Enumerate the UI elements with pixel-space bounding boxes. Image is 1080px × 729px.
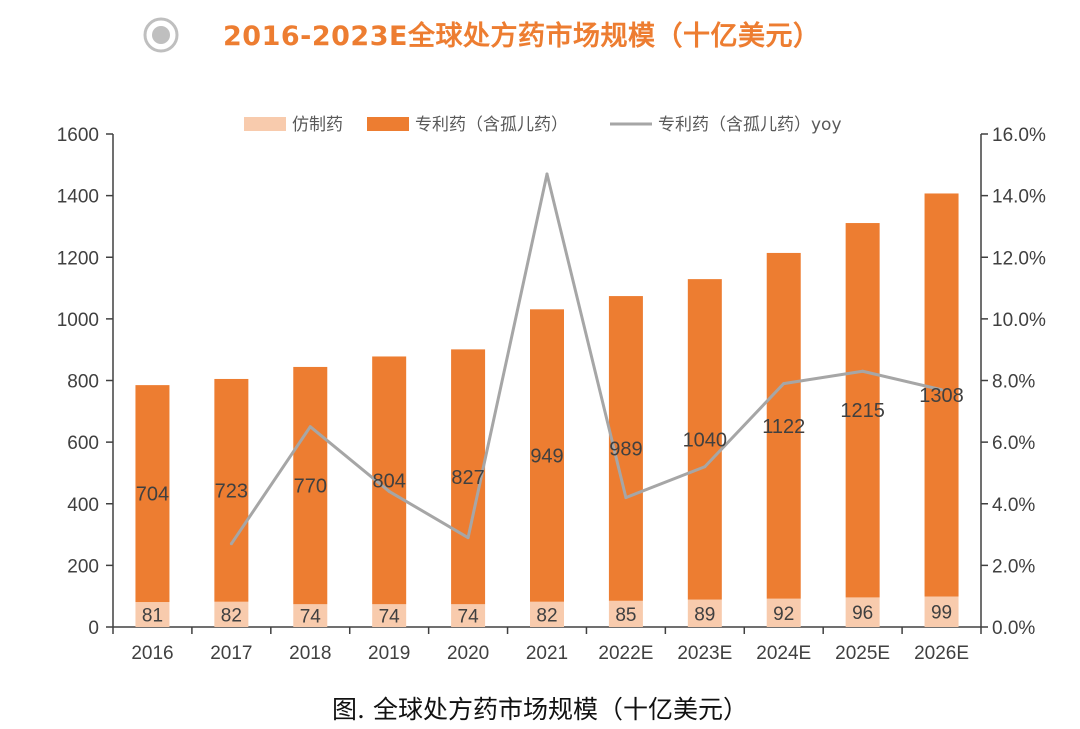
chart: 0 200 400 600 800 1000 1200 1400 1600 0.0% 2.0% 4.0… [57,115,1046,664]
chart-title: 2016-2023E全球处方药市场规模（十亿美元） [223,21,821,52]
bar-patent [687,279,722,600]
yoy-point [940,388,944,392]
patent-data-label: 704 [136,484,169,506]
yoy-point [308,425,312,429]
bar-generic [924,596,959,627]
yoy-line [230,172,942,545]
generic-data-label: 92 [773,604,794,625]
y-left-tick-label: 1600 [57,125,99,146]
bar-generic [845,597,880,627]
bar-generic [293,604,328,627]
generic-data-label: 81 [142,606,163,627]
yoy-point [229,542,233,546]
x-tick-label: 2019 [368,643,410,664]
y-right-tick-label: 6.0% [992,433,1035,454]
yoy-point [545,172,549,176]
bar-patent [530,309,564,602]
y-left-tick-label: 600 [67,433,99,454]
bar-patent [451,349,486,605]
yoy-point [782,382,786,386]
y-right-tick-label: 14.0% [992,187,1046,208]
x-tick-label: 2018 [289,643,331,664]
generic-data-label: 74 [379,607,401,628]
generic-data-label: 74 [300,607,322,628]
patent-data-label: 949 [530,446,563,468]
yoy-point [466,536,470,540]
generic-data-label: 82 [536,605,557,626]
y-left-tick-label: 800 [67,372,99,393]
patent-data-label: 804 [372,470,405,492]
y-left-tick-label: 400 [67,495,99,516]
y-left-tick-label: 200 [67,556,99,577]
bar-generic [608,600,643,627]
x-tick-label: 2026E [914,643,969,664]
x-tick-label: 2016 [131,643,173,664]
bar-patent [214,378,249,602]
y-left-tick-label: 1400 [57,187,99,208]
generic-data-label: 99 [931,603,952,624]
bar-patent [845,223,880,598]
bar-generic [451,604,486,627]
y-right-tick-label: 2.0% [992,556,1035,577]
bar-patent [293,366,328,605]
y-right-tick-label: 10.0% [992,310,1046,331]
yoy-point [387,489,391,493]
patent-data-label: 1215 [840,400,885,422]
patent-data-label: 827 [451,467,484,489]
legend-swatch-patent [367,117,409,131]
bar-generic [766,598,801,627]
generic-data-label: 85 [615,605,636,626]
y-right-tick-label: 0.0% [992,618,1035,639]
x-tick-label: 2024E [756,643,811,664]
generic-data-label: 89 [694,604,715,625]
y-left-tick-label: 1000 [57,310,99,331]
x-tick-label: 2023E [677,643,732,664]
bar-patent [766,252,801,599]
patent-data-label: 723 [215,480,248,502]
y-right-tick-label: 16.0% [992,125,1046,146]
bar-generic [530,601,564,627]
x-tick-label: 2025E [835,643,890,664]
yoy-point [861,369,865,373]
x-tick-label: 2017 [210,643,252,664]
legend-label-patent: 专利药（含孤儿药） [415,115,568,135]
figure-caption: 图. 全球处方药市场规模（十亿美元） [332,695,748,724]
generic-data-label: 74 [458,607,480,628]
y-right-tick-label: 4.0% [992,495,1035,516]
bar-generic [214,601,249,627]
y-right-tick-label: 12.0% [992,248,1046,269]
patent-data-label: 1122 [762,416,805,438]
radio-bullet-icon [143,17,179,53]
bar-generic [372,604,407,627]
bar-generic [135,602,170,627]
x-tick-label: 2020 [447,643,489,664]
legend-label-generic: 仿制药 [292,115,343,135]
y-left-tick-label: 0 [88,618,99,639]
generic-data-label: 82 [221,605,242,626]
bar-patent [924,193,959,597]
patent-data-label: 1040 [683,429,728,451]
generic-data-label: 96 [852,603,873,624]
legend-label-yoy: 专利药（含孤儿药）yoy [658,115,842,135]
y-right-tick-label: 8.0% [992,372,1035,393]
bar-generic [687,599,722,627]
patent-data-label: 1308 [919,385,964,407]
yoy-point [624,496,628,500]
bar-patent [135,385,170,603]
patent-data-label: 770 [294,476,327,498]
legend-swatch-generic [244,117,286,131]
patent-data-label: 989 [609,438,642,460]
x-tick-label: 2022E [598,643,653,664]
y-left-tick-label: 1200 [57,248,99,269]
yoy-point [703,465,707,469]
x-tick-label: 2021 [526,643,568,664]
